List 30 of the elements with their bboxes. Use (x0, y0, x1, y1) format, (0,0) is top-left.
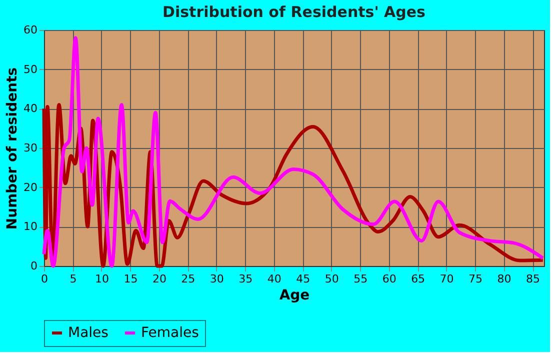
x-tick-label: 65 (411, 272, 426, 286)
x-tick-label: 25 (181, 272, 196, 286)
x-tick-label: 60 (382, 272, 396, 286)
y-tick-label: 10 (24, 220, 38, 234)
x-tick-label: 30 (210, 272, 224, 286)
x-tick-label: 0 (41, 272, 48, 286)
x-tick-label: 5 (70, 272, 77, 286)
y-tick-label: 0 (30, 260, 38, 272)
x-tick-label: 70 (440, 272, 454, 286)
chart-title: Distribution of Residents' Ages (162, 3, 426, 21)
x-tick-label: 55 (354, 272, 368, 286)
x-tick-label: 75 (468, 272, 483, 286)
y-tick-label: 30 (24, 142, 38, 154)
x-tick-label: 20 (152, 272, 166, 286)
x-tick-label: 15 (124, 272, 138, 286)
y-tick-label: 40 (24, 102, 38, 116)
x-tick-label: 85 (526, 272, 540, 286)
x-tick-label: 40 (267, 272, 282, 286)
x-axis-title: Age (279, 288, 310, 304)
y-axis-title: Number of residents (4, 67, 21, 230)
y-tick-label: 20 (24, 180, 38, 194)
y-tick-label: 50 (24, 62, 38, 76)
x-tick-label: 10 (94, 272, 109, 286)
x-tick-label: 35 (238, 272, 253, 286)
y-tick-label: 60 (24, 24, 38, 36)
legend-label: Females (141, 325, 199, 341)
legend-label: Males (68, 325, 108, 341)
x-tick-label: 50 (324, 272, 339, 286)
x-tick-label: 45 (296, 272, 310, 286)
x-tick-label: 80 (497, 272, 512, 286)
